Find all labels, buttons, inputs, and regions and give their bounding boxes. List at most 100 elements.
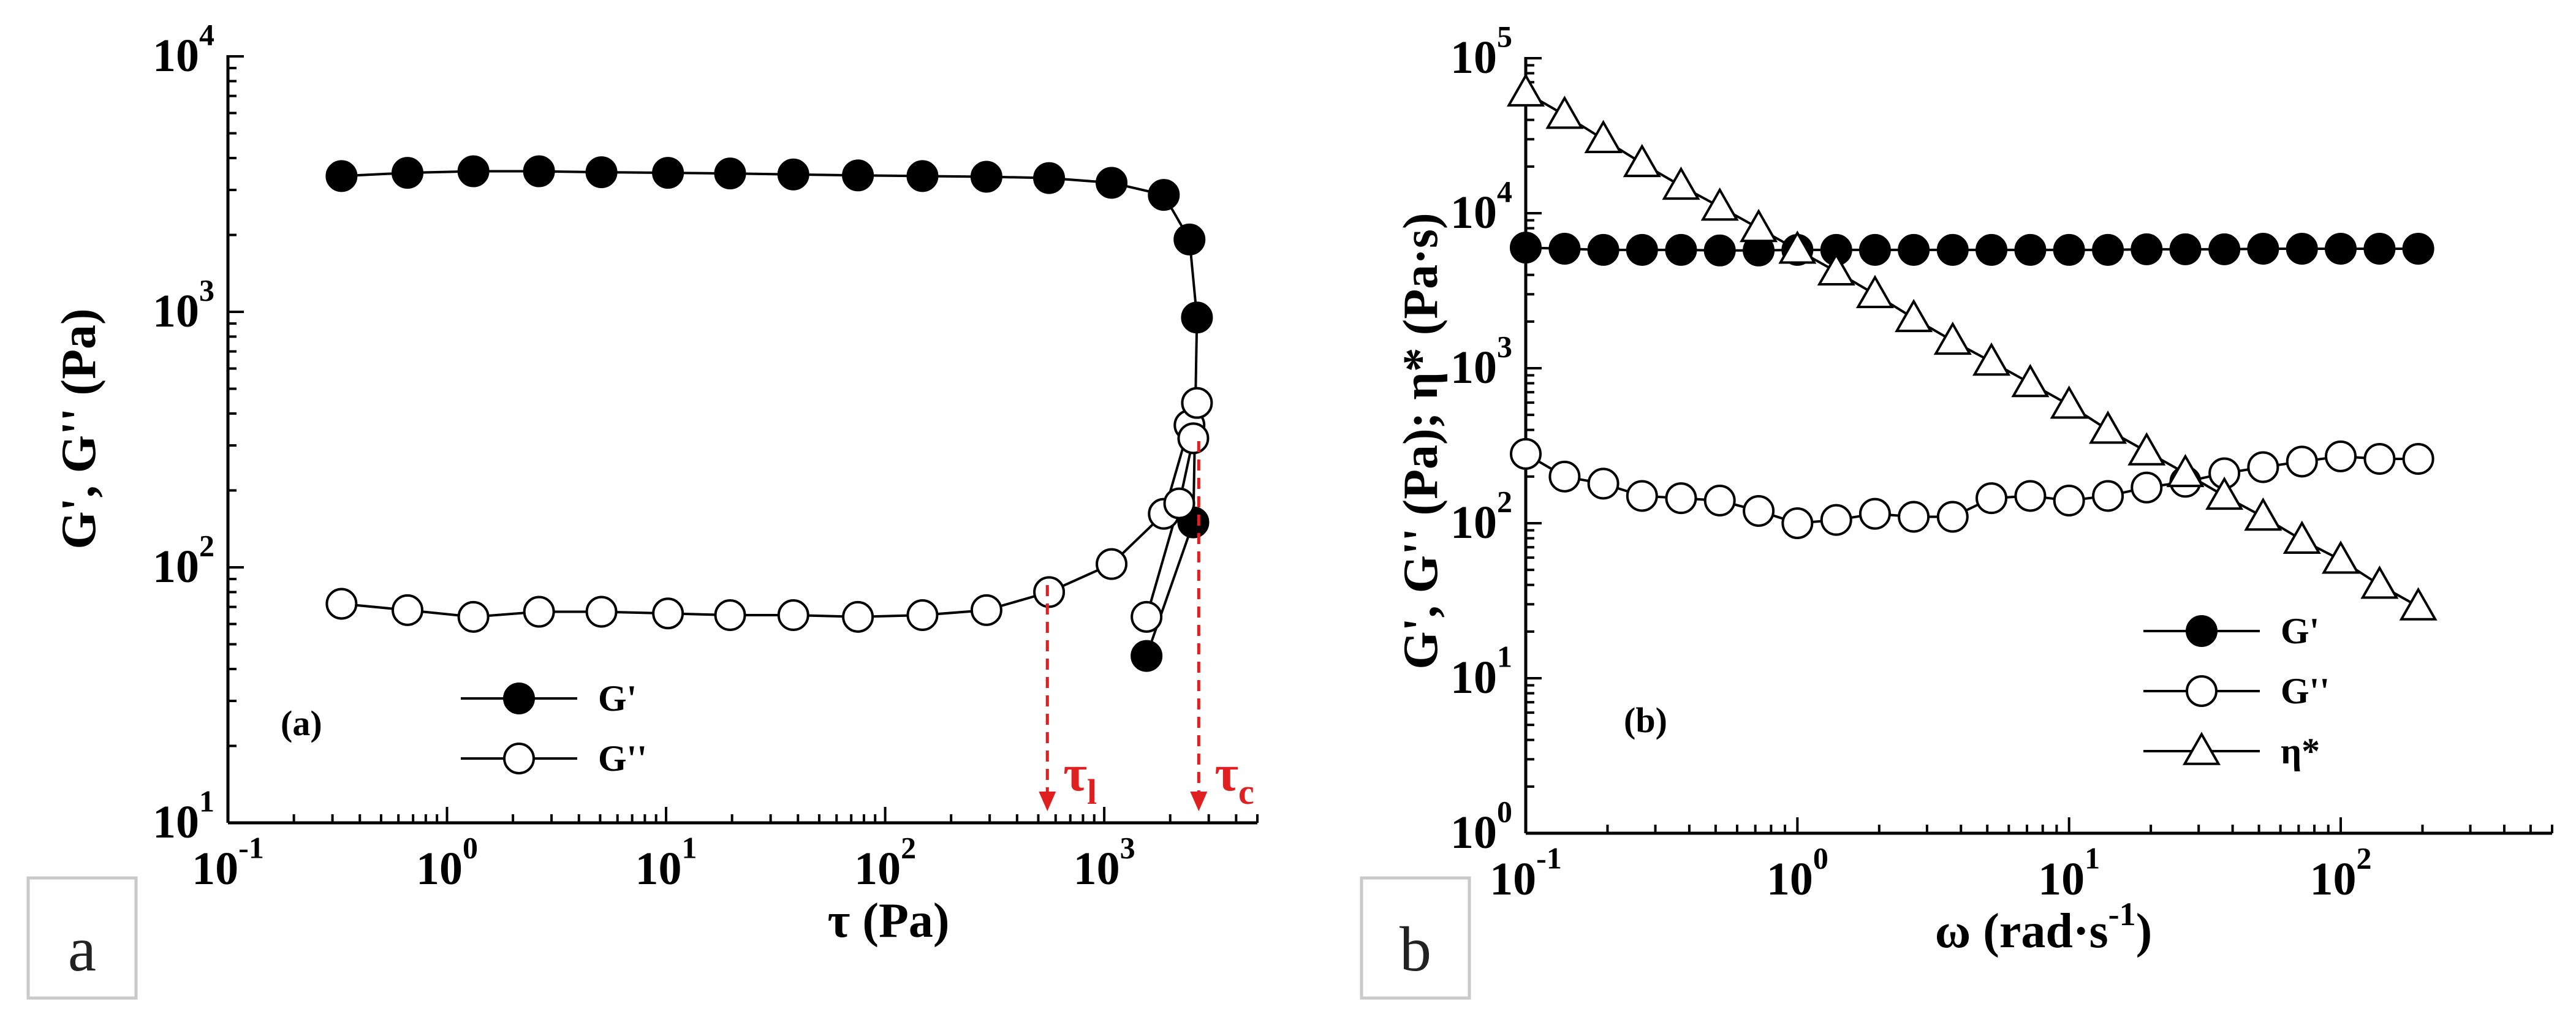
- data-point-series-1: [1033, 576, 1066, 608]
- data-point-series-0: [2247, 232, 2279, 265]
- data-point-series-0: [906, 160, 939, 192]
- data-point-series-2: [1545, 96, 1584, 129]
- data-point-series-1: [523, 596, 555, 628]
- data-point-series-1: [1587, 467, 1619, 500]
- data-point-series-1: [652, 597, 684, 630]
- data-point-series-1: [1898, 501, 1930, 533]
- data-point-series-0: [2402, 232, 2434, 265]
- data-point-series-0: [842, 159, 874, 192]
- data-point-series-0: [1131, 640, 1163, 672]
- data-point-series-0: [970, 161, 1002, 193]
- y-tick-label: 101: [153, 784, 214, 849]
- data-point-series-0: [585, 156, 618, 189]
- annotation-arrowhead: [1190, 792, 1208, 811]
- x-tick-label: 102: [854, 831, 916, 895]
- data-point-series-1: [1096, 548, 1128, 580]
- data-point-series-1: [1626, 480, 1658, 512]
- data-point-series-2: [1700, 187, 1739, 221]
- data-point-series-1: [970, 594, 1002, 626]
- corner-label-box-b: [1360, 876, 1471, 1000]
- data-point-series-0: [652, 157, 684, 189]
- data-point-series-2: [1662, 166, 1700, 200]
- data-point-series-1: [1181, 387, 1213, 419]
- data-point-series-0: [2131, 233, 2163, 265]
- data-point-series-0: [457, 155, 490, 187]
- data-point-series-0: [1976, 233, 2008, 266]
- data-point-series-0: [523, 155, 555, 187]
- data-point-series-1: [2247, 451, 2279, 483]
- x-tick-label: 101: [2038, 841, 2100, 906]
- data-point-series-2: [1740, 208, 1778, 243]
- data-point-series-1: [2131, 471, 2163, 504]
- data-point-series-2: [2166, 453, 2205, 488]
- legend-label: G'': [2281, 671, 2330, 711]
- x-tick-label: 103: [1074, 831, 1135, 895]
- data-point-series-0: [1587, 233, 1619, 266]
- y-tick-label: 102: [1450, 485, 1512, 549]
- corner-label-b: b: [1400, 914, 1431, 985]
- data-point-series-2: [2282, 520, 2321, 554]
- data-point-series-0: [1510, 232, 1542, 264]
- legend-marker: [503, 743, 535, 774]
- legend-marker: [503, 683, 535, 714]
- x-axis-title: τ (Pa): [827, 894, 949, 948]
- data-point-series-1: [2325, 440, 2357, 472]
- data-point-series-0: [1148, 179, 1180, 211]
- corner-label-a: a: [68, 914, 96, 985]
- data-point-series-2: [1855, 274, 1894, 308]
- data-point-series-0: [2014, 233, 2047, 266]
- legend-marker: [2186, 675, 2218, 707]
- x-tick-label: 10-1: [1490, 841, 1562, 906]
- data-point-series-0: [392, 157, 424, 189]
- data-point-series-0: [1626, 233, 1658, 266]
- data-point-series-1: [2286, 445, 2318, 478]
- data-point-series-0: [2053, 233, 2085, 266]
- data-point-series-1: [1703, 485, 1736, 517]
- data-point-series-2: [2089, 410, 2127, 444]
- data-point-series-2: [1933, 321, 1972, 355]
- data-point-series-1: [1743, 494, 1775, 527]
- data-point-series-0: [1181, 301, 1213, 334]
- data-point-series-2: [2399, 587, 2438, 621]
- data-point-series-0: [2286, 232, 2318, 265]
- annotation-label: τc: [1214, 745, 1254, 812]
- panel-tag: (b): [1624, 700, 1667, 740]
- data-point-series-1: [2092, 480, 2124, 512]
- y-tick-label: 103: [153, 273, 214, 338]
- panel-tag: (a): [281, 703, 322, 743]
- series-line-1: [341, 403, 1199, 618]
- data-point-series-2: [2321, 540, 2360, 574]
- data-point-series-1: [2402, 443, 2434, 475]
- data-point-series-0: [2325, 232, 2357, 265]
- y-tick-label: 100: [1450, 795, 1512, 859]
- annotation-arrowhead: [1039, 792, 1056, 811]
- data-point-series-0: [1703, 234, 1736, 267]
- data-point-series-1: [2014, 480, 2047, 512]
- x-tick-label: 10-1: [192, 831, 264, 895]
- data-point-series-1: [392, 594, 424, 626]
- y-tick-label: 102: [153, 529, 214, 593]
- data-point-series-0: [325, 160, 358, 192]
- data-point-series-0: [777, 158, 809, 191]
- x-tick-label: 102: [2310, 841, 2372, 906]
- data-point-series-1: [1976, 482, 2008, 515]
- x-tick-label: 100: [416, 831, 478, 895]
- data-point-series-1: [2363, 443, 2396, 475]
- data-point-series-0: [2363, 232, 2396, 265]
- data-point-series-2: [2360, 565, 2399, 599]
- series-line-0: [1525, 246, 2419, 252]
- y-axis-title: G', G'' (Pa); η* (Pa·s): [1394, 213, 1448, 669]
- data-point-series-1: [1163, 487, 1195, 520]
- data-point-series-1: [714, 599, 746, 632]
- data-point-series-1: [457, 600, 490, 633]
- x-tick-label: 101: [635, 831, 697, 895]
- legend-label: G'': [598, 738, 647, 779]
- data-point-series-1: [1781, 507, 1814, 539]
- data-point-series-0: [1858, 233, 1891, 266]
- data-point-series-0: [714, 157, 746, 190]
- data-point-series-1: [1936, 501, 1969, 533]
- data-point-series-2: [2205, 476, 2244, 510]
- data-point-series-0: [2169, 233, 2202, 265]
- y-axis-title: G', G'' (Pa): [52, 308, 106, 549]
